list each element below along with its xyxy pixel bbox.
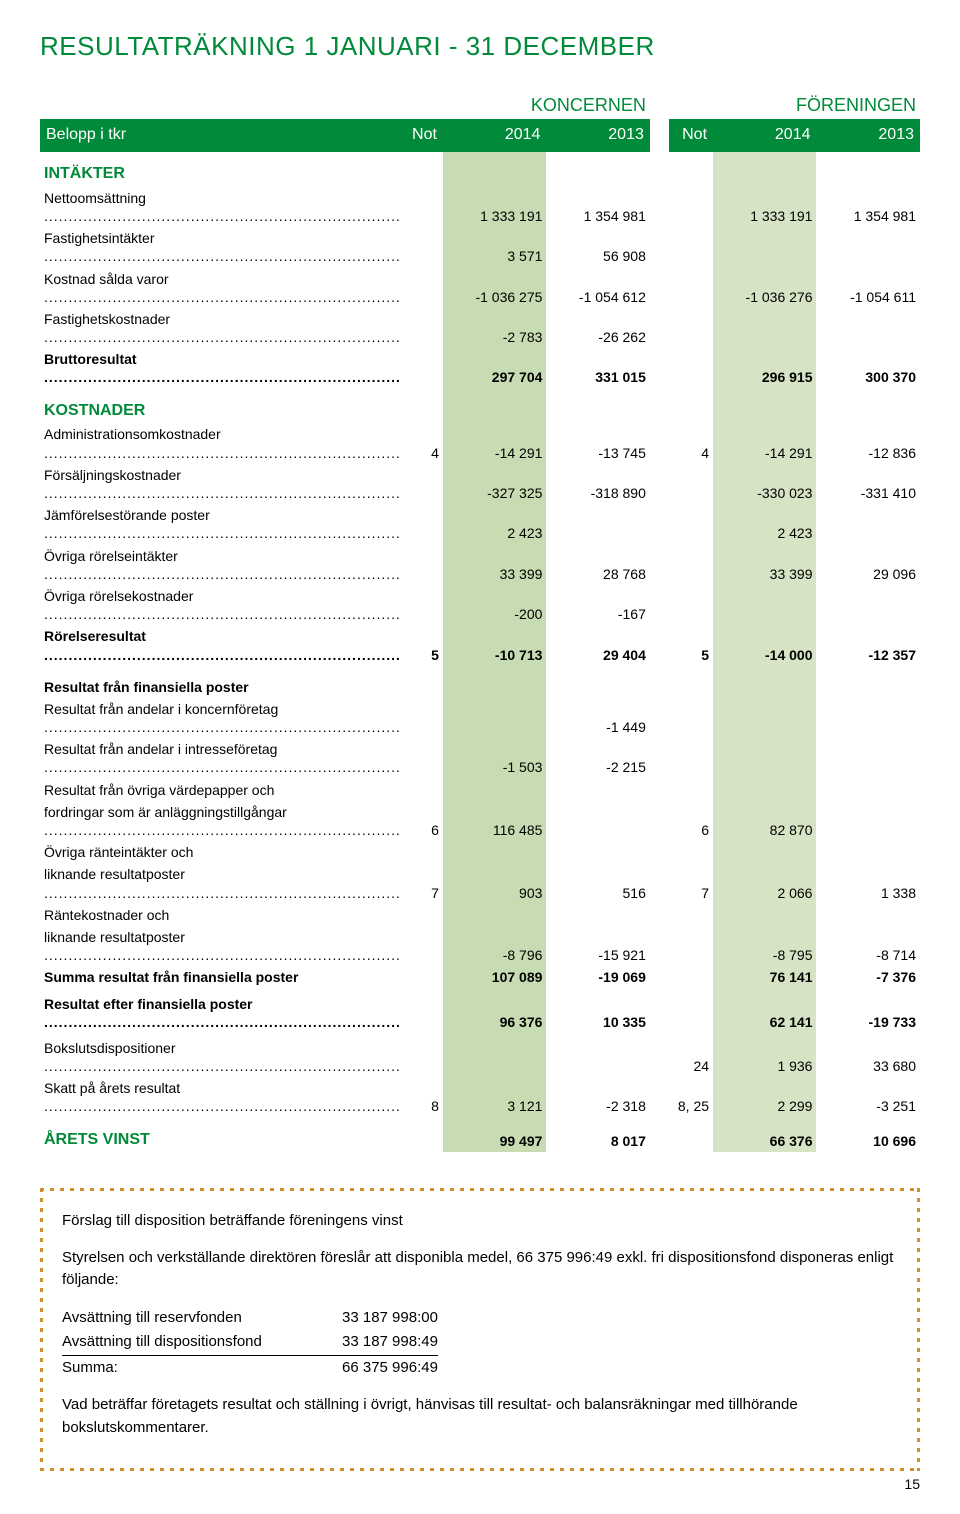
row-andkonc: Resultat från andelar i koncernföretag -… — [40, 698, 920, 738]
row-fastint: Fastighetsintäkter 3 571 56 908 — [40, 227, 920, 267]
row-ranteint: liknande resultatposter 7 903 516 7 2 06… — [40, 863, 920, 903]
row-jamfor: Jämförelsestörande poster 2 423 2 423 — [40, 504, 920, 544]
col-not-f: Not — [669, 119, 713, 152]
col-not-k: Not — [399, 119, 443, 152]
section-resultat-fin: Resultat från finansiella poster — [40, 676, 399, 698]
row-kostsald: Kostnad sålda varor -1 036 275 -1 054 61… — [40, 268, 920, 308]
row-ovrkost: Övriga rörelsekostnader -200 -167 — [40, 585, 920, 625]
group-koncernen: KONCERNEN — [399, 92, 649, 119]
col-f14: 2014 — [713, 119, 816, 152]
row-rorelse: Rörelseresultat 5 -10 713 29 404 5 -14 0… — [40, 625, 920, 665]
row-bokdisp: Bokslutsdispositioner 24 1 936 33 680 — [40, 1037, 920, 1077]
col-k14: 2014 — [443, 119, 546, 152]
col-f13: 2013 — [816, 119, 920, 152]
row-arets-vinst: ÅRETS VINST 99 497 8 017 66 376 10 696 — [40, 1128, 920, 1153]
dotbox-para2: Vad beträffar företagets resultat och st… — [62, 1394, 898, 1439]
row-ovrpapp: fordringar som är anläggningstillgångar … — [40, 801, 920, 841]
row-skatt: Skatt på årets resultat 8 3 121 -2 318 8… — [40, 1077, 920, 1117]
row-summafin: Summa resultat från finansiella poster 1… — [40, 966, 920, 988]
dotbox-title: Förslag till disposition beträffande för… — [62, 1210, 898, 1233]
col-k13: 2013 — [546, 119, 649, 152]
group-foreningen: FÖRENINGEN — [669, 92, 920, 119]
section-kostnader: KOSTNADER — [40, 399, 399, 424]
row-ovrint: Övriga rörelseintäkter 33 399 28 768 33 … — [40, 545, 920, 585]
allocation-table: Avsättning till reservfonden33 187 998:0… — [62, 1306, 438, 1381]
row-admin: Administrationsomkostnader 4 -14 291 -13… — [40, 423, 920, 463]
row-forsalj: Försäljningskostnader -327 325 -318 890 … — [40, 464, 920, 504]
disposition-box: Förslag till disposition beträffande för… — [40, 1188, 920, 1471]
row-nettooms: Nettoomsättning 1 333 191 1 354 981 1 33… — [40, 187, 920, 227]
col-label: Belopp i tkr — [40, 119, 399, 152]
section-intakter: INTÄKTER — [40, 162, 399, 187]
row-efterfin: Resultat efter finansiella poster 96 376… — [40, 993, 920, 1033]
page-title: RESULTATRÄKNING 1 JANUARI - 31 DECEMBER — [40, 30, 920, 64]
row-andintr: Resultat från andelar i intresseföretag … — [40, 738, 920, 778]
row-brutto: Bruttoresultat 297 704 331 015 296 915 3… — [40, 348, 920, 388]
row-fastkost: Fastighetskostnader -2 783 -26 262 — [40, 308, 920, 348]
income-statement-table: KONCERNEN FÖRENINGEN Belopp i tkr Not 20… — [40, 92, 920, 1153]
dotbox-para1: Styrelsen och verkställande direktören f… — [62, 1247, 898, 1292]
row-rantekost: liknande resultatposter -8 796 -15 921 -… — [40, 926, 920, 966]
page-number: 15 — [40, 1475, 920, 1493]
